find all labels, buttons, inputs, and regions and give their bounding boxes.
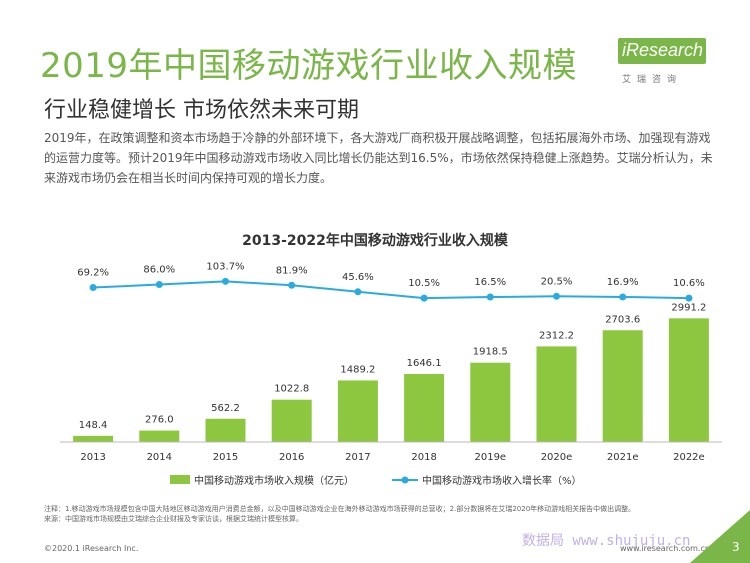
growth-label-2021e: 16.9% (607, 277, 639, 288)
bar-2014 (139, 430, 180, 442)
growth-point-2017 (354, 288, 362, 296)
intro-paragraph: 2019年，在政策调整和资本市场趋于冷静的外部环境下，各大游戏厂商积极开展战略调… (44, 131, 713, 185)
bar-label-2022e: 2991.2 (671, 302, 706, 313)
bar-2016 (271, 399, 312, 442)
bar-2020e (536, 346, 577, 442)
x-tick-label-2019e: 2019e (474, 452, 506, 463)
corner-decoration (690, 510, 750, 563)
growth-point-2016 (288, 281, 296, 289)
growth-point-2013 (89, 284, 97, 292)
bar-2015 (205, 418, 246, 442)
bar-label-2013: 148.4 (79, 420, 108, 431)
x-tick-label-2014: 2014 (147, 452, 172, 463)
footnote-notes: 注释：1.移动游戏市场规模包含中国大陆地区移动游戏用户消费总金额，以及中国移动游… (44, 505, 636, 513)
iresearch-logo: iResearch 艾瑞咨询 (618, 38, 713, 88)
growth-point-2022e (685, 294, 693, 302)
bar-2022e (668, 318, 709, 442)
chart-title: 2013-2022年中国移动游戏行业收入规模 (242, 233, 508, 249)
copyright: ©2020.1 iResearch Inc. (44, 544, 139, 553)
bar-label-2016: 1022.8 (274, 384, 309, 395)
x-tick-label-2018: 2018 (411, 452, 436, 463)
x-tick-label-2016: 2016 (279, 452, 304, 463)
bar-label-2017: 1489.2 (340, 364, 375, 375)
x-tick-label-2017: 2017 (345, 452, 370, 463)
x-tick-label-2013: 2013 (80, 452, 105, 463)
bar-label-2015: 562.2 (211, 403, 240, 414)
growth-point-2014 (155, 281, 163, 289)
bar-2019e (470, 362, 511, 442)
logo-text: iResearch (622, 40, 704, 60)
bar-label-2018: 1646.1 (407, 358, 442, 369)
page-title: 2019年中国移动游戏行业收入规模 (40, 46, 578, 86)
growth-label-2018: 10.5% (408, 278, 440, 289)
growth-point-2019e (486, 293, 494, 301)
growth-label-2015: 103.7% (206, 261, 244, 272)
bar-label-2021e: 2703.6 (605, 314, 640, 325)
page-subtitle: 行业稳健增长 市场依然未来可期 (44, 98, 359, 123)
watermark: 数据局 www.shujuju.cn (522, 533, 691, 549)
x-tick-label-2021e: 2021e (607, 452, 639, 463)
bar-2013 (73, 435, 114, 442)
legend-bar-label: 中国移动游戏市场收入规模（亿元） (194, 474, 354, 487)
x-tick-label-2022e: 2022e (673, 452, 705, 463)
growth-point-2020e (553, 292, 560, 300)
growth-label-2014: 86.0% (143, 265, 175, 276)
legend-line-label: 中国移动游戏市场收入增长率（%） (422, 474, 582, 487)
growth-line (93, 280, 689, 300)
growth-point-2021e (619, 293, 627, 301)
footnote-source: 来源：中国游戏市场规模由艾瑞综合企业财报及专家访谈，根据艾瑞统计模型核算。 (44, 515, 303, 523)
footnotes: 注释：1.移动游戏市场规模包含中国大陆地区移动游戏用户消费总金额，以及中国移动游… (44, 504, 714, 524)
x-tick-label-2020e: 2020e (541, 452, 573, 463)
x-tick-label-2015: 2015 (213, 452, 238, 463)
legend-bar-swatch (170, 475, 190, 484)
bar-2017 (337, 380, 378, 442)
growth-label-2017: 45.6% (342, 272, 374, 283)
growth-label-2022e: 10.6% (673, 278, 705, 289)
growth-label-2016: 81.9% (276, 265, 308, 276)
bar-label-2019e: 1918.5 (473, 347, 508, 358)
growth-label-2019e: 16.5% (474, 277, 506, 288)
legend-line-marker (401, 476, 409, 484)
page-number: 3 (732, 540, 740, 554)
logo-badge (618, 38, 706, 64)
growth-point-2015 (222, 277, 229, 285)
growth-point-2018 (420, 294, 428, 302)
website-link[interactable]: www.iresearch.com.cn (620, 544, 710, 553)
bar-label-2020e: 2312.2 (539, 330, 574, 341)
bar-2021e (602, 330, 643, 442)
bar-2018 (404, 373, 445, 442)
bar-label-2014: 276.0 (145, 415, 174, 426)
growth-label-2013: 69.2% (77, 268, 109, 279)
growth-label-2020e: 20.5% (541, 276, 573, 287)
logo-subtext: 艾瑞咨询 (622, 75, 683, 85)
